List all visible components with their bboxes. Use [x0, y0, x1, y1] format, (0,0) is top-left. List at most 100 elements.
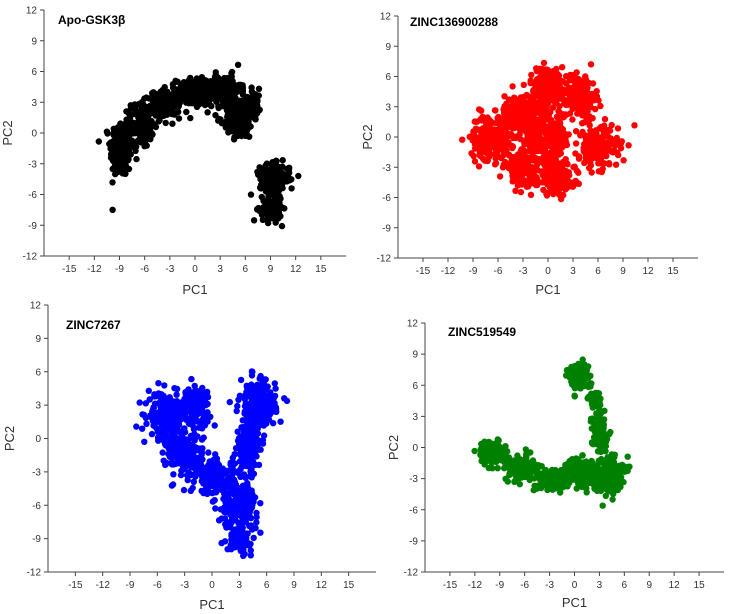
- data-point: [175, 108, 182, 116]
- data-point: [583, 87, 590, 94]
- data-point: [597, 102, 604, 110]
- data-point: [480, 136, 487, 143]
- data-point: [139, 411, 146, 418]
- data-point: [486, 143, 493, 151]
- data-point: [614, 125, 622, 132]
- data-point: [241, 410, 248, 417]
- y-tick-label: -12: [23, 252, 38, 263]
- data-point: [587, 103, 594, 111]
- data-point: [172, 101, 179, 109]
- data-point: [244, 416, 251, 423]
- data-point: [168, 94, 175, 102]
- data-point: [261, 376, 268, 383]
- data-point: [202, 485, 209, 493]
- data-point: [516, 481, 523, 488]
- data-point: [593, 88, 600, 95]
- data-point: [224, 110, 232, 118]
- data-point: [551, 183, 558, 190]
- data-point: [518, 147, 525, 154]
- data-point: [212, 458, 219, 465]
- data-point: [165, 445, 172, 452]
- data-point: [215, 517, 223, 524]
- point-cloud: [459, 59, 638, 203]
- data-point: [145, 387, 152, 394]
- data-point: [569, 116, 576, 123]
- y-tick-label: 3: [35, 401, 41, 412]
- data-point: [504, 117, 511, 125]
- data-point: [590, 146, 597, 153]
- x-tick-label: 9: [620, 266, 626, 277]
- x-tick-label: -9: [115, 264, 124, 275]
- data-point: [185, 402, 192, 409]
- data-point: [563, 181, 571, 188]
- data-point: [249, 526, 256, 533]
- data-point: [161, 382, 168, 389]
- data-point: [173, 94, 181, 101]
- data-point: [175, 115, 183, 122]
- data-point: [610, 147, 618, 154]
- data-point: [170, 471, 177, 478]
- data-point: [517, 467, 524, 474]
- data-point: [496, 146, 503, 153]
- data-point: [542, 66, 550, 74]
- data-point: [137, 119, 144, 126]
- y-tick-label: -6: [382, 193, 391, 204]
- x-tick-label: 6: [595, 266, 601, 277]
- data-point: [231, 516, 239, 523]
- data-point: [118, 165, 126, 172]
- data-point: [512, 133, 519, 140]
- y-tick-label: 12: [26, 6, 38, 17]
- data-point: [234, 468, 242, 475]
- data-point: [595, 168, 602, 175]
- data-point: [234, 531, 241, 539]
- data-point: [142, 121, 150, 128]
- data-point: [199, 469, 206, 476]
- point-cloud: [471, 356, 633, 509]
- data-point: [547, 130, 554, 137]
- data-point: [534, 181, 541, 189]
- data-point: [203, 475, 210, 482]
- data-point: [159, 449, 166, 456]
- data-point: [552, 126, 559, 133]
- y-axis-label: PC2: [0, 120, 15, 145]
- data-point: [267, 202, 275, 209]
- y-tick-label: 12: [30, 301, 42, 312]
- data-point: [503, 100, 510, 107]
- data-point: [279, 157, 286, 164]
- data-point: [269, 396, 276, 404]
- panel-title: ZINC136900288: [410, 15, 498, 29]
- data-point: [601, 122, 608, 129]
- data-point: [504, 478, 511, 485]
- data-point: [211, 422, 218, 429]
- data-point: [499, 164, 507, 171]
- y-tick-label: -12: [377, 254, 392, 265]
- data-point: [492, 107, 499, 114]
- data-point: [533, 144, 540, 151]
- data-point: [193, 407, 200, 415]
- data-point: [229, 539, 236, 547]
- data-point: [260, 204, 267, 211]
- panel-title: Apo-GSK3β: [58, 13, 125, 27]
- data-point: [559, 63, 566, 71]
- data-point: [471, 447, 478, 455]
- data-point: [520, 81, 527, 89]
- data-point: [223, 75, 230, 82]
- y-tick-label: 6: [385, 72, 391, 83]
- data-point: [220, 95, 228, 103]
- y-tick-label: 9: [31, 36, 37, 47]
- data-point: [543, 93, 550, 100]
- data-point: [572, 140, 580, 147]
- x-axis-label: PC1: [182, 282, 207, 297]
- data-point: [239, 88, 246, 95]
- x-tick-label: 6: [243, 264, 249, 275]
- data-point: [136, 399, 143, 406]
- data-point: [143, 420, 150, 427]
- data-point: [535, 83, 543, 90]
- data-point: [490, 444, 498, 451]
- data-point: [475, 106, 483, 113]
- data-point: [226, 398, 233, 406]
- data-point: [137, 133, 144, 140]
- x-tick-label: 12: [642, 266, 654, 277]
- data-point: [601, 116, 609, 123]
- data-point: [242, 462, 249, 469]
